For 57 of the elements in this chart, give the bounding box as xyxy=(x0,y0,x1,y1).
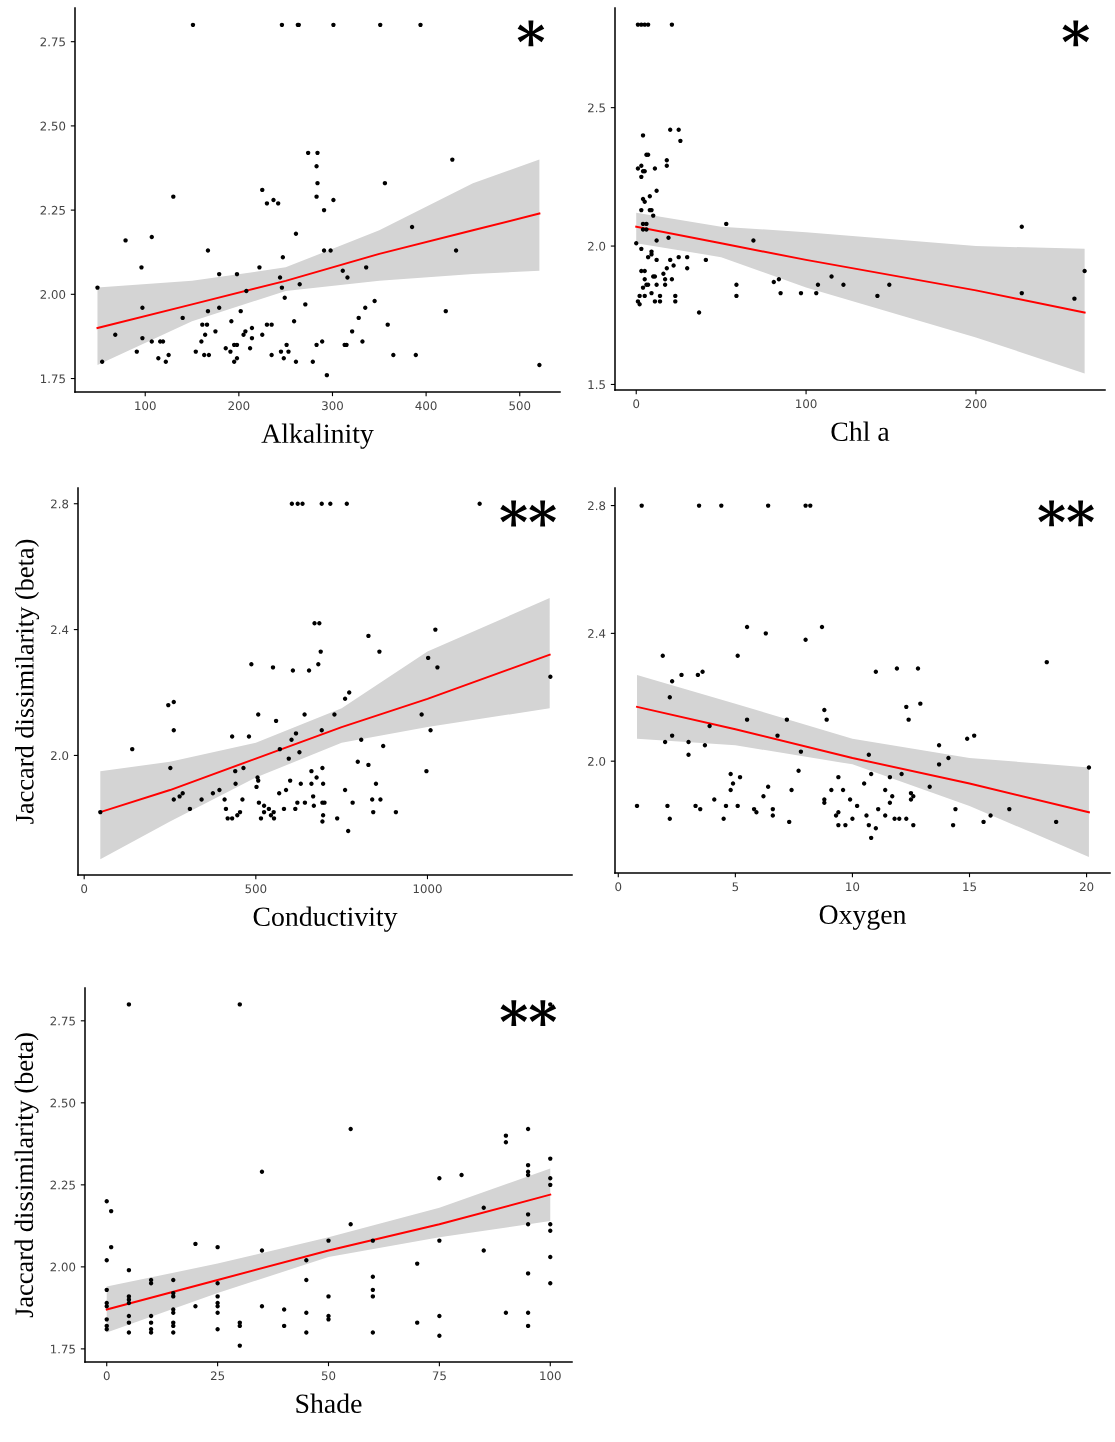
x-axis-title: Chl a xyxy=(831,421,890,442)
x-tick-label: 50 xyxy=(321,1371,336,1381)
y-tick-label: 2.75 xyxy=(40,37,65,47)
y-tick-label: 2.50 xyxy=(50,1098,76,1108)
y-tick-label: 2.8 xyxy=(51,499,69,509)
x-tick-label: 400 xyxy=(415,401,437,411)
y-tick-label: 2.50 xyxy=(40,121,66,131)
x-axis-title: Alkalinity xyxy=(261,423,374,449)
line-series xyxy=(105,1193,552,1311)
x-tick-label: 15 xyxy=(963,882,976,892)
y-axis-title: Jaccard dissimilarity (beta) xyxy=(15,539,40,824)
annotation: * xyxy=(517,20,545,47)
x-tick-label: 10 xyxy=(846,882,860,892)
y-tick-label: 2.25 xyxy=(50,1180,75,1190)
x-axis-title: Oxygen xyxy=(819,905,907,930)
y-tick-label: 2.0 xyxy=(51,751,69,761)
y-tick-label: 1.5 xyxy=(588,380,605,390)
y-tick-label: 2.4 xyxy=(588,629,606,638)
y-tick-label: 2.0 xyxy=(588,756,606,766)
x-tick-label: 0 xyxy=(615,882,622,892)
x-tick-label: 0 xyxy=(103,1371,110,1381)
x-tick-label: 1000 xyxy=(413,884,442,894)
x-tick-label: 5 xyxy=(732,882,739,892)
x-axis-title: Conductivity xyxy=(253,906,398,932)
annotation: ** xyxy=(500,1000,557,1026)
line-series xyxy=(636,705,1090,814)
x-tick-label: 25 xyxy=(210,1371,225,1381)
x-tick-label: 20 xyxy=(1079,882,1094,892)
x-tick-label: 100 xyxy=(796,399,817,409)
y-axis-title: Jaccard dissimilarity (beta) xyxy=(14,1033,39,1318)
x-tick-label: 500 xyxy=(509,401,531,411)
y-tick-label: 2.75 xyxy=(50,1016,75,1026)
x-tick-label: 200 xyxy=(965,399,987,409)
x-axis-title: Shade xyxy=(296,1393,362,1414)
x-tick-label: 300 xyxy=(322,401,343,411)
x-tick-label: 100 xyxy=(540,1371,561,1381)
y-tick-label: 2.5 xyxy=(588,103,605,113)
x-tick-label: 75 xyxy=(432,1371,446,1381)
y-tick-label: 2.00 xyxy=(40,290,66,299)
y-tick-label: 2.4 xyxy=(51,625,69,635)
x-tick-label: 200 xyxy=(228,401,250,411)
y-tick-label: 1.75 xyxy=(40,374,65,384)
x-tick-label: 500 xyxy=(245,884,267,894)
annotation: * xyxy=(1062,20,1090,47)
y-tick-label: 2.8 xyxy=(588,501,606,511)
x-tick-label: 100 xyxy=(135,401,156,411)
annotation: ** xyxy=(500,500,556,527)
line-series xyxy=(635,225,1086,314)
x-tick-label: 0 xyxy=(81,884,88,894)
line-series xyxy=(99,653,551,814)
x-tick-label: 0 xyxy=(633,399,640,409)
line-series xyxy=(96,212,541,329)
y-tick-label: 2.0 xyxy=(588,241,606,251)
annotation: ** xyxy=(1038,500,1094,527)
y-tick-label: 2.25 xyxy=(40,205,65,215)
y-tick-label: 2.00 xyxy=(50,1262,76,1272)
y-tick-label: 1.75 xyxy=(50,1344,75,1354)
